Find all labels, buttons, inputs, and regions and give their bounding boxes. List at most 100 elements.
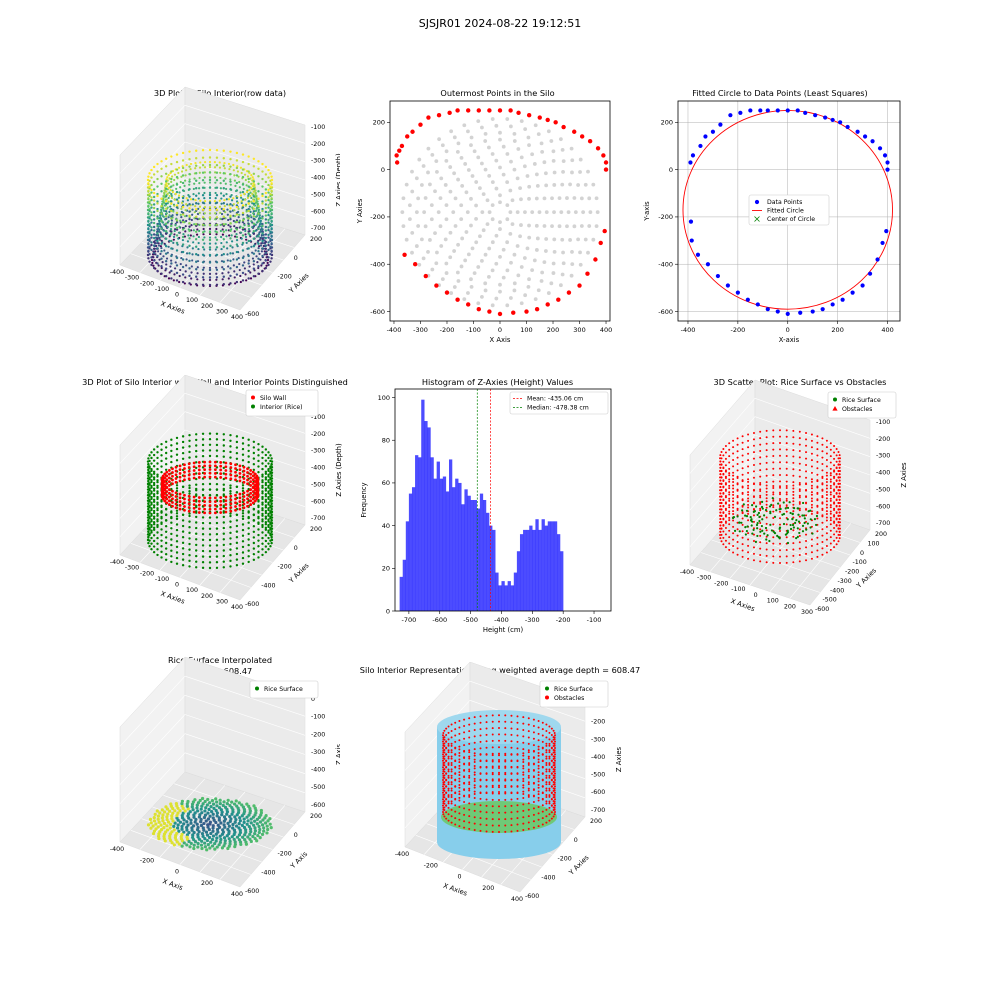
interior-point (422, 210, 427, 215)
scatter-point (537, 825, 540, 828)
surface-point (261, 818, 265, 822)
surface-point (264, 814, 268, 818)
scatter-point (261, 525, 264, 529)
scatter-point (267, 176, 270, 179)
scatter-point (252, 215, 256, 218)
scatter-point (756, 534, 759, 538)
grid-line (119, 733, 186, 804)
scatter-point (776, 534, 779, 537)
interior-point (490, 268, 495, 273)
interior-point (414, 210, 419, 215)
surface-point (214, 820, 218, 825)
scatter-point (214, 212, 217, 215)
surface-point (209, 804, 213, 809)
histogram-bar (445, 491, 450, 611)
scatter-point (267, 507, 270, 510)
scatter-point (442, 779, 444, 781)
surface-point (169, 822, 173, 826)
scatter-point (198, 176, 201, 180)
scatter-point (442, 811, 444, 813)
outermost-point (579, 134, 585, 139)
scatter-point (833, 501, 836, 504)
scatter-point (156, 518, 159, 521)
interior-point (464, 230, 469, 234)
scatter-point (152, 225, 156, 229)
x-tick-label: -400 (387, 326, 402, 334)
scatter-point (208, 533, 212, 536)
scatter-point (829, 506, 832, 509)
outermost-point (602, 228, 607, 234)
surface-point (234, 799, 238, 803)
scatter-point (232, 258, 235, 261)
histogram-bar (433, 478, 437, 611)
scatter-point (759, 501, 762, 504)
interior-point (509, 260, 513, 265)
scatter-point (156, 531, 159, 534)
scatter-point (270, 457, 273, 460)
scatter-point (257, 190, 260, 193)
scatter-point (175, 556, 179, 560)
scatter-point (473, 792, 476, 795)
scatter-point (235, 181, 239, 185)
interior-point (474, 203, 478, 208)
scatter-point (270, 541, 273, 545)
surface-point (231, 822, 235, 827)
scatter-point (252, 202, 256, 205)
silo-cylinder-base (437, 825, 561, 859)
scatter-point (264, 489, 268, 492)
scatter-point (765, 442, 768, 445)
scatter-point (150, 548, 153, 551)
scatter-point (254, 191, 257, 194)
scatter-point (158, 258, 161, 261)
scatter-point (215, 268, 219, 272)
scatter-point (759, 554, 762, 557)
scatter-point (148, 489, 151, 492)
scatter-point (829, 461, 832, 464)
scatter-point (148, 528, 151, 531)
scatter-point (208, 507, 212, 511)
surface-point (262, 826, 266, 830)
scatter-point (171, 474, 174, 478)
scatter-point (719, 466, 722, 469)
scatter-point (170, 222, 173, 226)
scatter-point (152, 459, 156, 462)
scatter-point (170, 162, 173, 166)
scatter-point (545, 800, 548, 803)
scatter-point (167, 196, 170, 200)
scatter-point (257, 197, 260, 200)
scatter-point (172, 238, 175, 241)
scatter-point (195, 215, 198, 218)
scatter-point (188, 165, 191, 168)
scatter-point (175, 226, 179, 230)
scatter-point (152, 199, 156, 202)
scatter-point (264, 494, 268, 498)
scatter-point (243, 192, 246, 195)
scatter-point (175, 484, 179, 487)
data-point (880, 240, 885, 246)
interior-point (560, 272, 565, 277)
scatter-point (150, 525, 153, 529)
scatter-point (150, 507, 153, 510)
y-tick-label: 200 (875, 531, 887, 538)
scatter-point (244, 233, 247, 236)
scatter-point (791, 517, 794, 521)
surface-point (186, 812, 191, 816)
interior-point (426, 146, 431, 151)
scatter-point (805, 470, 808, 473)
surface-point (233, 840, 237, 844)
scatter-point (247, 222, 250, 226)
scatter-point (764, 526, 768, 530)
grid-line (689, 416, 756, 492)
interior-point (494, 261, 499, 266)
scatter-point (795, 518, 798, 522)
x-tick-label: 200 (784, 603, 796, 610)
scatter-point (257, 265, 260, 268)
interior-point (559, 210, 564, 215)
scatter-point (170, 155, 173, 158)
scatter-point (247, 194, 250, 198)
scatter-point (227, 224, 230, 227)
surface-point (268, 822, 272, 826)
scatter-point (222, 268, 225, 271)
scatter-point (772, 542, 775, 545)
scatter-point (148, 200, 151, 203)
